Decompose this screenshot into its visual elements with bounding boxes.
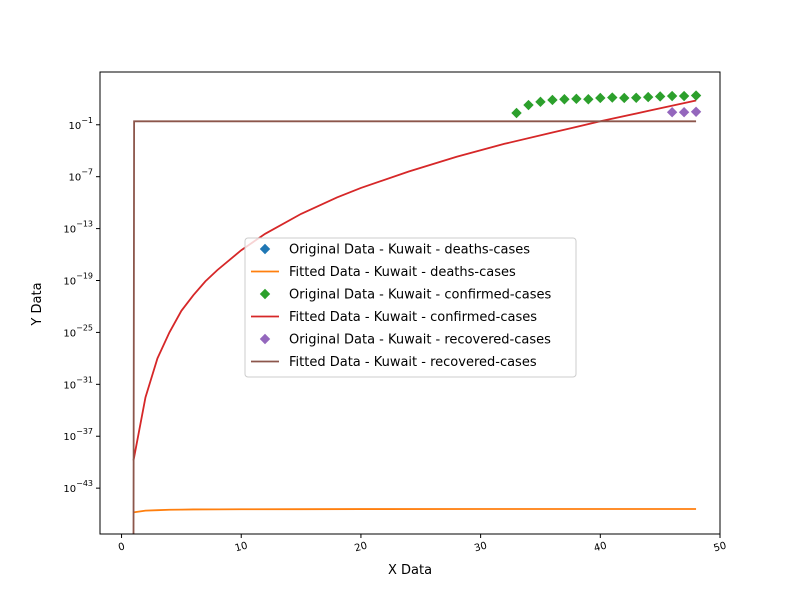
series-2-point	[666, 90, 678, 102]
legend-entry-label: Fitted Data - Kuwait - recovered-cases	[289, 355, 537, 370]
x-tick-label: 30	[473, 541, 488, 555]
series-line-5	[132, 120, 697, 534]
series-2-point	[631, 92, 642, 103]
legend-marker-swatch	[259, 333, 271, 345]
series-line-3	[132, 99, 697, 461]
series-2-point	[607, 92, 618, 103]
series-4-point	[666, 107, 678, 118]
x-tick-label: 40	[593, 541, 608, 555]
plot-area	[99, 71, 721, 535]
x-tick-label: 50	[713, 541, 728, 555]
y-tick-label: 10−19	[63, 272, 93, 288]
legend: Original Data - Kuwait - deaths-cases Fit…	[244, 237, 577, 378]
legend-entry-label: Fitted Data - Kuwait - deaths-cases	[289, 265, 516, 280]
series-2-point	[583, 94, 594, 105]
series-2-point	[511, 107, 522, 119]
y-axis: 10−43 10−37 10−31 10−25 10−19 10−13 10−7 10−1	[63, 116, 100, 495]
series-2-point	[654, 91, 666, 102]
y-tick-label: 10−7	[68, 168, 93, 184]
legend-entry-label: Original Data - Kuwait - confirmed-cases	[289, 288, 552, 303]
series-2-point	[571, 93, 582, 105]
series-2-point	[523, 99, 534, 111]
y-tick-label: 10−37	[63, 427, 93, 443]
legend-entry-label: Original Data - Kuwait - recovered-cases	[289, 333, 551, 348]
series-2-point	[690, 90, 702, 101]
legend-box	[244, 237, 577, 378]
series-line-1	[133, 508, 697, 514]
plot-data	[132, 90, 702, 534]
x-tick-label: 0	[117, 541, 126, 553]
series-4-point	[690, 106, 702, 117]
series-2-point	[642, 91, 654, 103]
series-2-point	[535, 96, 546, 108]
x-axis-label: X Data	[388, 563, 432, 578]
legend-marker-swatch	[259, 243, 271, 255]
y-tick-label: 10−25	[63, 323, 93, 339]
legend-entry-label: Fitted Data - Kuwait - confirmed-cases	[289, 310, 537, 325]
x-axis: 0 10 20 30 40 50	[117, 534, 728, 554]
x-tick-label: 10	[234, 541, 249, 555]
series-2-point	[559, 94, 570, 105]
y-tick-label: 10−1	[68, 116, 93, 132]
legend-entry-label: Original Data - Kuwait - deaths-cases	[289, 243, 530, 258]
y-tick-label: 10−13	[63, 220, 93, 236]
plot-frame	[99, 71, 721, 535]
legend-marker-swatch	[259, 288, 271, 300]
series-2-point	[595, 92, 606, 104]
series-4-point	[678, 107, 690, 118]
x-tick-label: 20	[353, 541, 368, 555]
series-2-point	[678, 90, 690, 102]
series-2-point	[547, 94, 558, 106]
series-2-point	[619, 92, 630, 104]
y-tick-label: 10−43	[63, 479, 93, 495]
y-tick-label: 10−31	[63, 375, 93, 391]
y-axis-label: Y Data	[30, 282, 45, 326]
